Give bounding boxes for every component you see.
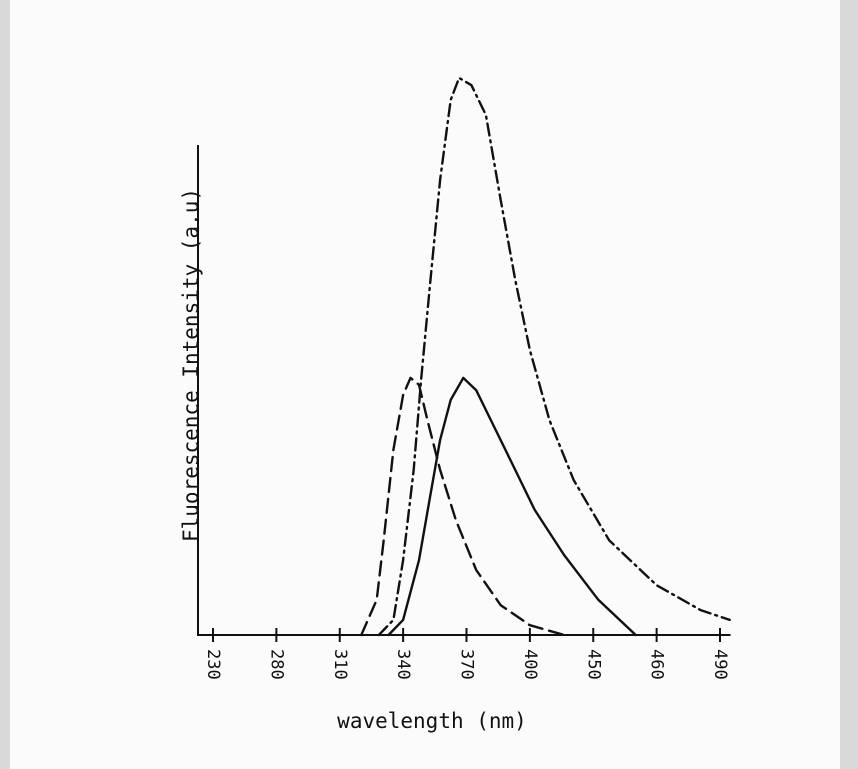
paper <box>10 0 840 769</box>
x-tick-label: 450 <box>583 649 603 680</box>
x-axis-label: wavelength (nm) <box>337 709 527 733</box>
x-tick-label: 310 <box>330 649 350 680</box>
line-series <box>387 376 637 637</box>
y-axis-label: Fluorescence Intensity (a.u) <box>179 188 203 542</box>
x-tick-label: 400 <box>520 649 540 680</box>
x-tick-label: 370 <box>457 649 477 680</box>
line-series <box>377 76 731 637</box>
x-tick-label: 340 <box>393 649 413 680</box>
x-tick-label: 490 <box>710 649 730 680</box>
x-tick-label: 460 <box>647 649 667 680</box>
x-tick-label: 280 <box>266 649 286 680</box>
x-tick-label: 230 <box>203 649 223 680</box>
line-series <box>360 376 566 637</box>
